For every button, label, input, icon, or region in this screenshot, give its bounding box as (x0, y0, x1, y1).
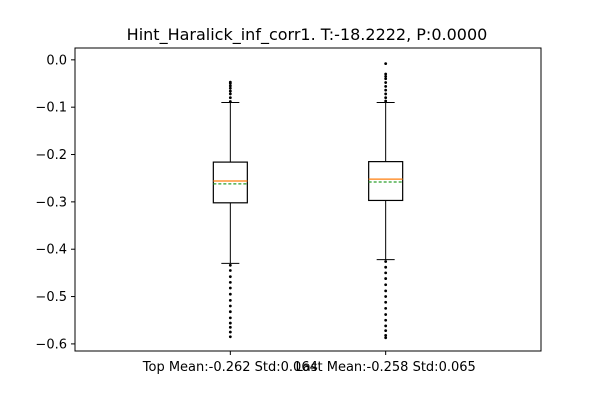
outlier-point (384, 318, 388, 322)
y-axis: 0.0 −0.1 −0.2 −0.3 −0.4 −0.5 −0.6 (35, 53, 75, 352)
outlier-point (384, 329, 388, 333)
chart-title: Hint_Haralick_inf_corr1. T:-18.2222, P:0… (127, 25, 488, 45)
outlier-point (384, 336, 388, 340)
outlier-point (384, 96, 388, 100)
outlier-point (384, 72, 388, 76)
outlier-point (384, 92, 388, 96)
outlier-point (384, 77, 388, 81)
outlier-point (228, 269, 232, 272)
outlier-point (228, 298, 232, 302)
y-tick-label: −0.2 (35, 148, 67, 163)
outlier-point (384, 313, 388, 316)
outlier-point (384, 99, 388, 103)
outlier-point (228, 304, 232, 308)
outlier-point (228, 292, 232, 296)
y-tick-label: −0.1 (35, 101, 67, 116)
y-tick-label: −0.3 (35, 195, 67, 210)
box-group (212, 80, 248, 339)
x-category-label: Last Mean:-0.258 Std:0.065 (296, 360, 476, 375)
y-tick-label: −0.5 (35, 290, 67, 305)
iqr-box (212, 161, 248, 204)
iqr-box (368, 161, 404, 202)
outlier-point (228, 330, 232, 334)
outlier-point (228, 325, 232, 329)
outlier-point (384, 277, 388, 280)
outlier-point (228, 80, 232, 84)
outlier-point (384, 295, 388, 298)
outlier-point (384, 289, 388, 293)
outlier-point (228, 280, 232, 284)
y-tick-label: 0.0 (46, 53, 67, 68)
outlier-point (384, 324, 388, 328)
outlier-point (228, 316, 232, 320)
outlier-point (228, 84, 232, 88)
axes-frame (74, 47, 542, 352)
outlier-point (384, 81, 388, 84)
outlier-point (384, 62, 388, 66)
outlier-point (228, 286, 232, 290)
outlier-point (384, 265, 388, 269)
outlier-point (384, 84, 388, 88)
outlier-point (384, 333, 388, 337)
outlier-point (228, 89, 232, 93)
outlier-point (384, 283, 388, 287)
outlier-point (228, 275, 232, 279)
outlier-point (228, 92, 232, 96)
outlier-point (228, 321, 232, 325)
outlier-point (384, 306, 388, 310)
y-tick-label: −0.4 (35, 243, 67, 258)
outlier-point (384, 88, 388, 92)
y-tick-label: −0.6 (35, 337, 67, 352)
outlier-point (384, 75, 388, 78)
x-category-label: Top Mean:-0.262 Std:0.064 (142, 360, 318, 375)
outlier-point (384, 260, 388, 263)
plot-area (74, 47, 542, 352)
outlier-point (228, 86, 232, 90)
outlier-point (228, 100, 232, 103)
box-group (368, 62, 404, 340)
outlier-point (228, 263, 232, 267)
outlier-point (228, 96, 232, 100)
outlier-point (384, 300, 388, 304)
outlier-point (228, 310, 232, 314)
outlier-point (384, 271, 388, 275)
outlier-point (228, 335, 232, 339)
